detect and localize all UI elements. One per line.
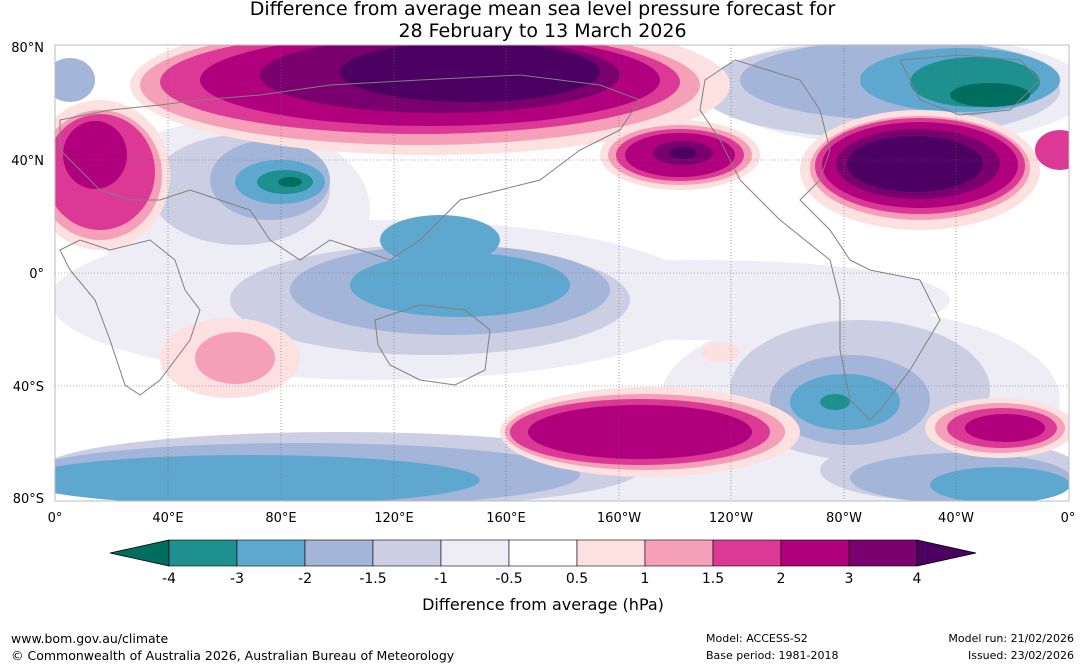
colorbar-cell <box>236 539 306 567</box>
lat-label: 80°N <box>11 41 44 56</box>
footer-base-period: Base period: 1981-2018 <box>706 649 839 662</box>
colorbar-cell <box>712 539 782 567</box>
lon-label: 80°E <box>265 511 296 526</box>
colorbar-cell <box>780 539 850 567</box>
colorbar-right-arrow <box>916 539 977 567</box>
lat-label: 0° <box>29 267 44 282</box>
lat-label: 40°S <box>13 380 44 395</box>
lon-label: 40°W <box>938 511 974 526</box>
lat-labels: 80°N 40°N 0° 40°S 80°S <box>11 41 44 507</box>
lon-label: 120°E <box>374 511 414 526</box>
colorbar-tick-label: -1.5 <box>359 571 386 587</box>
colorbar-cell <box>848 539 918 567</box>
lon-labels: 0° 40°E 80°E 120°E 160°E 160°W 120°W 80°… <box>48 511 1076 526</box>
colorbar-tick-label: -0.5 <box>495 571 522 587</box>
lon-label: 0° <box>1061 511 1076 526</box>
footer-copyright: © Commonwealth of Australia 2026, Austra… <box>11 648 455 663</box>
colorbar-cell <box>508 539 578 567</box>
lat-label: 40°N <box>11 154 44 169</box>
map-frame <box>54 44 1070 502</box>
anomaly-field <box>55 45 1069 501</box>
colorbar-tick-label: 2 <box>777 571 786 587</box>
colorbar-tick-label: -4 <box>162 571 176 587</box>
graticule <box>55 45 1069 501</box>
lon-label: 80°W <box>826 511 862 526</box>
coastlines <box>59 54 1041 421</box>
colorbar-cell <box>576 539 646 567</box>
footer-issued: Issued: 23/02/2026 <box>967 649 1074 662</box>
colorbar-cell <box>440 539 510 567</box>
lon-label: 40°E <box>152 511 183 526</box>
colorbar-tick-label: -1 <box>434 571 448 587</box>
colorbar-cell <box>168 539 238 567</box>
colorbar: -4 -3 -2 -1.5 -1 -0.5 0.5 1 1.5 2 3 4 Difference fr… <box>109 539 977 614</box>
lon-label: 0° <box>48 511 63 526</box>
footer-model: Model: ACCESS-S2 <box>706 632 808 645</box>
colorbar-tick-label: 3 <box>845 571 854 587</box>
lon-label: 120°W <box>709 511 753 526</box>
colorbar-tick-label: -3 <box>230 571 244 587</box>
map-panel <box>55 45 1069 501</box>
pressure-anomaly-map: 80°N 40°N 0° 40°S 80°S 0° 40°E 80°E 120°… <box>11 41 1076 614</box>
colorbar-cell <box>644 539 714 567</box>
colorbar-ticks: -4 -3 -2 -1.5 -1 -0.5 0.5 1 1.5 2 3 4 <box>162 571 922 587</box>
colorbar-cell <box>372 539 442 567</box>
colorbar-label: Difference from average (hPa) <box>422 595 664 614</box>
colorbar-tick-label: 4 <box>913 571 922 587</box>
colorbar-tick-label: 0.5 <box>566 571 588 587</box>
colorbar-cell <box>304 539 374 567</box>
lon-label: 160°E <box>486 511 526 526</box>
colorbar-tick-label: 1 <box>641 571 650 587</box>
colorbar-left-arrow <box>109 539 170 567</box>
lat-label: 80°S <box>13 492 44 507</box>
footer-url: www.bom.gov.au/climate <box>11 631 169 646</box>
footer-model-run: Model run: 21/02/2026 <box>948 632 1074 645</box>
colorbar-cells <box>168 539 918 567</box>
lon-label: 160°W <box>597 511 641 526</box>
map-title-line2: 28 February to 13 March 2026 <box>398 20 687 42</box>
colorbar-tick-label: -2 <box>298 571 312 587</box>
map-title-line1: Difference from average mean sea level p… <box>249 0 836 20</box>
colorbar-tick-label: 1.5 <box>702 571 724 587</box>
